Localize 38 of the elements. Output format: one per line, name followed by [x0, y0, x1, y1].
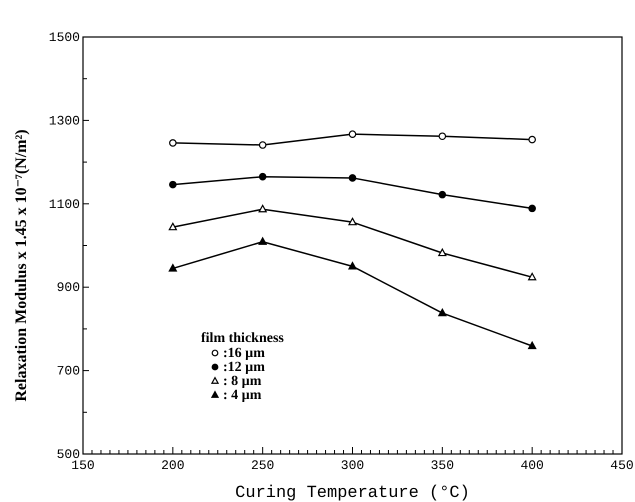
- x-tick-label: 250: [250, 458, 274, 473]
- point: [438, 248, 446, 256]
- point: [258, 237, 267, 245]
- point: [169, 180, 177, 188]
- y-tick-label: 1100: [48, 196, 80, 212]
- point: [348, 218, 357, 226]
- y-tick-label: 900: [56, 280, 80, 296]
- point: [528, 342, 536, 350]
- point: [168, 264, 177, 272]
- point: [169, 139, 177, 147]
- legend-label: :12 µm: [223, 360, 266, 375]
- point: [528, 272, 536, 280]
- legend-label: : 4 µm: [223, 388, 262, 403]
- y-tick-label: 700: [56, 364, 80, 379]
- point: [528, 136, 536, 144]
- point: [438, 132, 446, 140]
- y-tick-label: 1500: [48, 30, 80, 45]
- point: [258, 204, 267, 212]
- legend-label: : 8 µm: [223, 374, 262, 389]
- x-tick-label: 350: [430, 458, 454, 473]
- legend-title: film thickness: [201, 331, 284, 346]
- y-axis-title: Relaxation Modulus x 1.45 x 10⁻⁷(N/m²): [13, 129, 30, 402]
- point: [258, 172, 266, 180]
- legend-label: :16 µm: [223, 346, 266, 361]
- y-tick-label: 1300: [48, 113, 80, 128]
- x-tick-label: 400: [520, 458, 544, 473]
- x-tick-label: 450: [610, 458, 634, 473]
- point: [348, 262, 357, 270]
- x-tick-label: 200: [161, 458, 185, 473]
- point: [168, 222, 177, 230]
- point: [528, 204, 536, 212]
- point: [348, 174, 356, 182]
- point: [348, 130, 356, 138]
- point: [438, 308, 446, 316]
- point: [258, 141, 266, 149]
- x-tick-label: 300: [340, 458, 364, 473]
- point: [438, 190, 446, 198]
- x-axis-title: Curing Temperature (°C): [235, 484, 470, 502]
